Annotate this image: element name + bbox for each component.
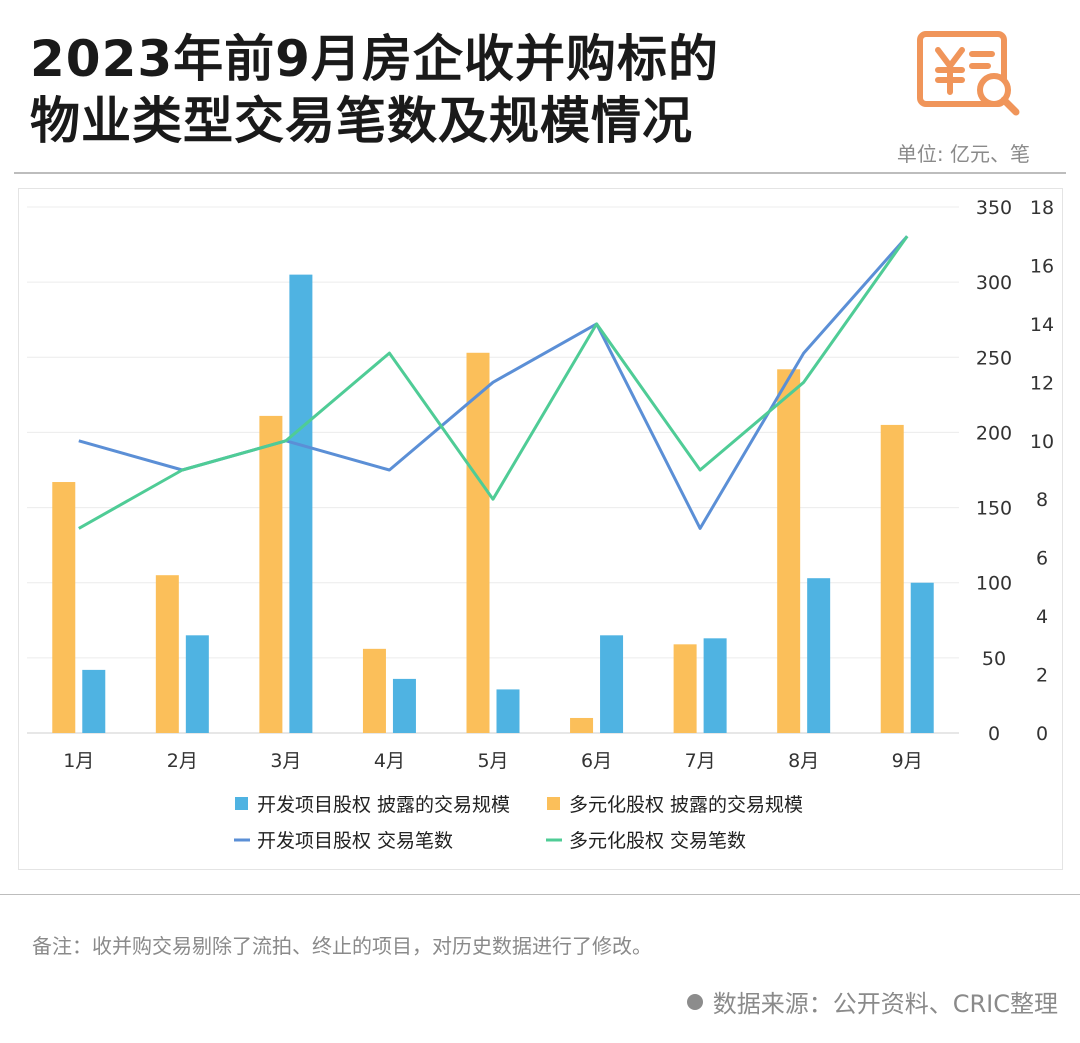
bar-multi	[880, 424, 904, 733]
chart-area: 350 300 250 200 150 100 50 0 18 16 14 12 10 8 6 4 2 0 1月 2月…	[18, 188, 1063, 870]
x-tick-label: 2月	[167, 750, 198, 772]
y-right-tick-label: 2	[1036, 665, 1048, 687]
x-tick-label: 4月	[374, 750, 405, 772]
bar-dev	[392, 678, 416, 733]
x-tick-label: 1月	[63, 750, 94, 772]
y-left-tick-label: 150	[976, 498, 1012, 520]
data-source: 数据来源：公开资料、CRIC整理	[686, 984, 1058, 1019]
bar-multi	[155, 575, 179, 733]
y-left-tick-label: 300	[976, 272, 1012, 294]
y-right-tick-label: 10	[1030, 431, 1054, 453]
y-right-tick-label: 4	[1036, 606, 1048, 628]
y-right-tick-label: 0	[1036, 723, 1048, 745]
header-divider	[14, 172, 1066, 174]
legend-swatch	[547, 797, 560, 810]
footnote: 备注：收并购交易剔除了流拍、终止的项目，对历史数据进行了修改。	[32, 934, 652, 958]
y-right-tick-label: 14	[1030, 314, 1054, 336]
legend-label: 多元化股权 披露的交易规模	[569, 794, 803, 816]
y-left-tick-label: 0	[988, 723, 1000, 745]
bar-multi	[259, 415, 283, 733]
unit-label: 单位: 亿元、笔	[896, 142, 1030, 166]
bar-multi	[466, 352, 490, 733]
bar-multi	[570, 717, 594, 733]
y-left-tick-label: 200	[976, 422, 1012, 444]
y-left-tick-label: 50	[982, 648, 1006, 670]
legend-label: 开发项目股权 披露的交易规模	[257, 794, 510, 816]
footer-divider	[0, 894, 1080, 895]
x-tick-label: 5月	[477, 750, 508, 772]
bar-dev	[703, 638, 727, 733]
y-left-tick-label: 350	[976, 197, 1012, 219]
y-right-tick-label: 18	[1030, 197, 1054, 219]
bar-dev	[82, 669, 106, 733]
legend-swatch	[235, 797, 248, 810]
bar-dev	[496, 689, 520, 733]
combo-chart: 350 300 250 200 150 100 50 0 18 16 14 12 10 8 6 4 2 0 1月 2月…	[27, 197, 1054, 852]
bar-dev	[807, 578, 831, 733]
x-tick-label: 6月	[581, 750, 612, 772]
bar-dev	[600, 635, 624, 733]
chart-title: 2023年前9月房企收并购标的 物业类型交易笔数及规模情况	[30, 28, 719, 152]
x-tick-label: 3月	[270, 750, 301, 772]
bar-multi	[362, 648, 386, 733]
y-left-tick-label: 100	[976, 573, 1012, 595]
line-multi	[78, 235, 909, 530]
bar-multi	[673, 644, 697, 733]
y-right-tick-label: 16	[1030, 255, 1054, 277]
legend-label: 多元化股权 交易笔数	[569, 830, 746, 852]
bar-multi	[52, 482, 76, 733]
bar-dev	[289, 274, 313, 733]
y-right-tick-label: 8	[1036, 489, 1048, 511]
x-tick-label: 7月	[685, 750, 716, 772]
bar-dev	[910, 582, 934, 733]
x-tick-label: 9月	[892, 750, 923, 772]
y-right-tick-label: 6	[1036, 548, 1048, 570]
y-left-tick-label: 250	[976, 347, 1012, 369]
yen-document-search-icon	[917, 31, 1020, 116]
x-tick-label: 8月	[788, 750, 819, 772]
title-line-1: 2023年前9月房企收并购标的	[30, 30, 719, 88]
title-line-2: 物业类型交易笔数及规模情况	[30, 92, 693, 150]
bar-dev	[185, 635, 209, 733]
legend-label: 开发项目股权 交易笔数	[257, 830, 453, 852]
bar-multi	[777, 369, 801, 733]
bullet-icon	[686, 993, 703, 1010]
data-source-text: 数据来源：公开资料、CRIC整理	[712, 990, 1058, 1018]
y-right-tick-label: 12	[1030, 372, 1054, 394]
